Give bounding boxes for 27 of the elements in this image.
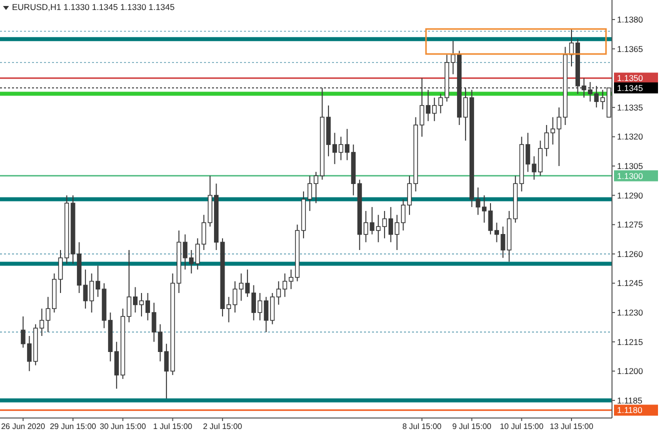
x-tick-label: 10 Jul 15:00 [500, 422, 544, 431]
y-tick-label: 1.1380 [617, 14, 644, 25]
y-tick-label: 1.1200 [617, 366, 644, 376]
ref-line-label: 1.1345 [617, 82, 644, 93]
x-tick-label: 26 Jun 2020 [1, 422, 46, 431]
y-tick-label: 1.1275 [617, 220, 644, 230]
x-tick-label: 2 Jul 15:00 [202, 422, 243, 431]
y-tick-label: 1.1290 [617, 190, 644, 200]
y-tick-label: 1.1185 [617, 395, 643, 406]
y-tick-label: 1.1245 [617, 278, 644, 288]
y-tick-label: 1.1230 [617, 308, 644, 318]
x-tick-label: 29 Jun 15:00 [50, 422, 97, 431]
x-tick-label: 30 Jun 15:00 [100, 422, 146, 431]
ref-line-label: 1.1300 [617, 170, 644, 181]
y-tick-label: 1.1335 [617, 102, 644, 112]
y-tick-label: 1.1320 [617, 132, 644, 142]
x-tick-label: 8 Jul 15:00 [402, 422, 442, 431]
y-tick-label: 1.1305 [617, 161, 644, 172]
ref-line-label: 1.1350 [617, 73, 644, 84]
x-tick-label: 13 Jul 15:00 [550, 422, 594, 431]
y-tick-label: 1.1215 [617, 336, 644, 347]
x-tick-label: 9 Jul 15:00 [452, 422, 492, 431]
x-tick-label: 1 Jul 15:00 [153, 422, 193, 431]
ref-line-label: 1.1180 [617, 405, 643, 416]
chart-title: EURUSD,H1 1.1330 1.1345 1.1330 1.1345 [12, 2, 175, 12]
y-tick-label: 1.1260 [617, 248, 644, 259]
y-tick-label: 1.1365 [617, 44, 644, 54]
